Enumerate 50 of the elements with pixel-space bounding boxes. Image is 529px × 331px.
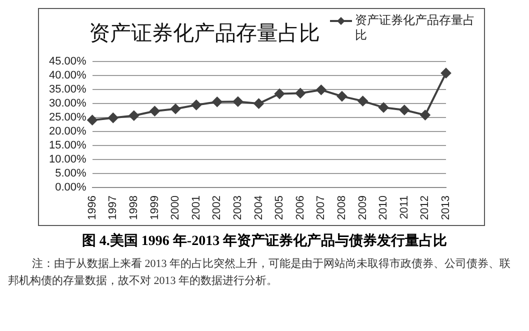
y-tick-label: 10.00% [48,154,87,166]
x-tick-label: 1996 [86,196,98,220]
point [232,96,243,107]
x-tick-label: 1997 [107,196,120,220]
x-tick-label: 2000 [170,196,182,220]
y-tick-label: 40.00% [48,70,87,82]
x-tick-label: 2009 [356,196,369,220]
x-tick-label: 1998 [128,196,140,220]
x-tick-label: 2002 [211,196,224,220]
x-tick-label: 2007 [315,196,328,220]
x-tick-label: 2001 [190,196,202,220]
y-tick-label: 15.00% [48,140,87,152]
chart-title: 资产证券化产品存量占比 [89,21,320,47]
legend-label: 资产证券化产品存量占比 [355,13,476,43]
x-tick-label: 2008 [336,196,348,220]
point [399,105,410,116]
x-tick-label: 2003 [232,196,244,220]
point [274,88,285,99]
y-tick-label: 35.00% [48,84,87,96]
x-tick-label: 2006 [294,196,306,220]
point [87,115,98,126]
y-tick-label: 45.00% [48,56,87,68]
point [191,100,202,110]
x-tick-label: 2012 [419,196,432,220]
point [254,98,264,109]
text: 注：由于从数据上来看 2013 年的占比突然上升，可能是由于网站尚未取得市政债券、公司债券、联邦机构债的存量数据，故不对 2013 年的数据进行分析。 [8,256,512,289]
y-tick-label: 30.00% [48,98,87,110]
point [316,84,326,95]
point [336,91,347,102]
y-tick-label: 5.00% [55,168,87,180]
point [212,96,222,107]
y-tick-label: 25.00% [48,112,87,124]
point [128,110,139,121]
point [295,88,306,98]
x-tick-label: 2011 [398,196,410,220]
point [420,110,430,120]
point [170,104,181,114]
point [441,68,451,78]
x-tick-label: 2010 [378,196,390,220]
caption: 图 4.美国 1996 年-2013 年资产证券化产品与债券发行量占比 [80,232,448,250]
x-tick-label: 2004 [252,196,265,220]
y-tick-label: 0.00% [55,182,87,194]
y-tick-label: 20.00% [48,126,87,138]
x-tick-label: 1999 [148,196,161,220]
x-tick-label: 2005 [274,196,286,220]
point [378,102,389,112]
point [150,106,160,116]
point [358,96,368,106]
point [108,112,118,123]
x-tick-label: 2013 [440,196,452,220]
